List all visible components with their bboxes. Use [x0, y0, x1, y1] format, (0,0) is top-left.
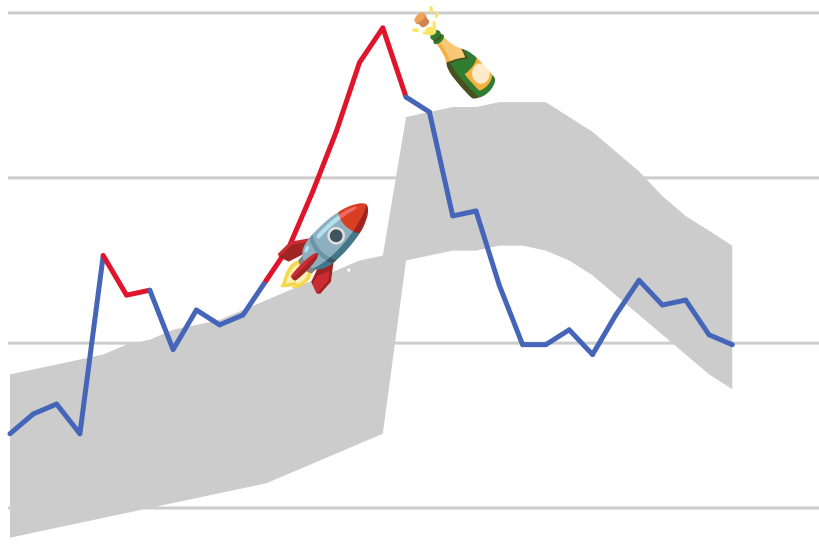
- line-segment-9: [217, 312, 246, 328]
- line-segment-4: [100, 253, 129, 298]
- line-segment-10: [240, 277, 269, 318]
- line-segment-24: [566, 327, 595, 358]
- line-segment-7: [170, 307, 199, 353]
- line-segment-27: [636, 277, 665, 308]
- line-segment-16: [380, 25, 409, 100]
- confidence-band: [10, 102, 733, 538]
- rocket-icon: 🚀: [272, 201, 375, 296]
- line-segment-26: [613, 277, 642, 318]
- line-segment-25: [590, 312, 619, 358]
- line-segment-18: [426, 109, 456, 219]
- line-segment-23: [543, 327, 572, 348]
- line-segment-29: [683, 297, 712, 338]
- line-segment-13: [310, 129, 339, 194]
- line-segment-1: [30, 401, 60, 417]
- line-segment-20: [473, 208, 502, 288]
- line-segment-19: [450, 208, 479, 219]
- line-segment-15: [357, 25, 386, 65]
- line-segment-21: [496, 282, 526, 348]
- line-segment-2: [54, 401, 83, 437]
- line-segment-14: [333, 60, 362, 135]
- line-segment-8: [193, 307, 223, 328]
- line-segment-28: [659, 297, 689, 308]
- champagne-bottle-icon: 🍾: [402, 3, 507, 101]
- band-area: [10, 102, 733, 538]
- line-segment-12: [287, 188, 316, 249]
- series-line: [7, 25, 735, 437]
- line-segment-11: [263, 243, 293, 283]
- line-segment-30: [706, 332, 735, 348]
- line-segment-6: [147, 287, 176, 353]
- line-segment-5: [124, 287, 153, 298]
- line-segment-17: [403, 94, 432, 115]
- line-segment-3: [77, 253, 106, 437]
- line-segment-0: [7, 411, 36, 437]
